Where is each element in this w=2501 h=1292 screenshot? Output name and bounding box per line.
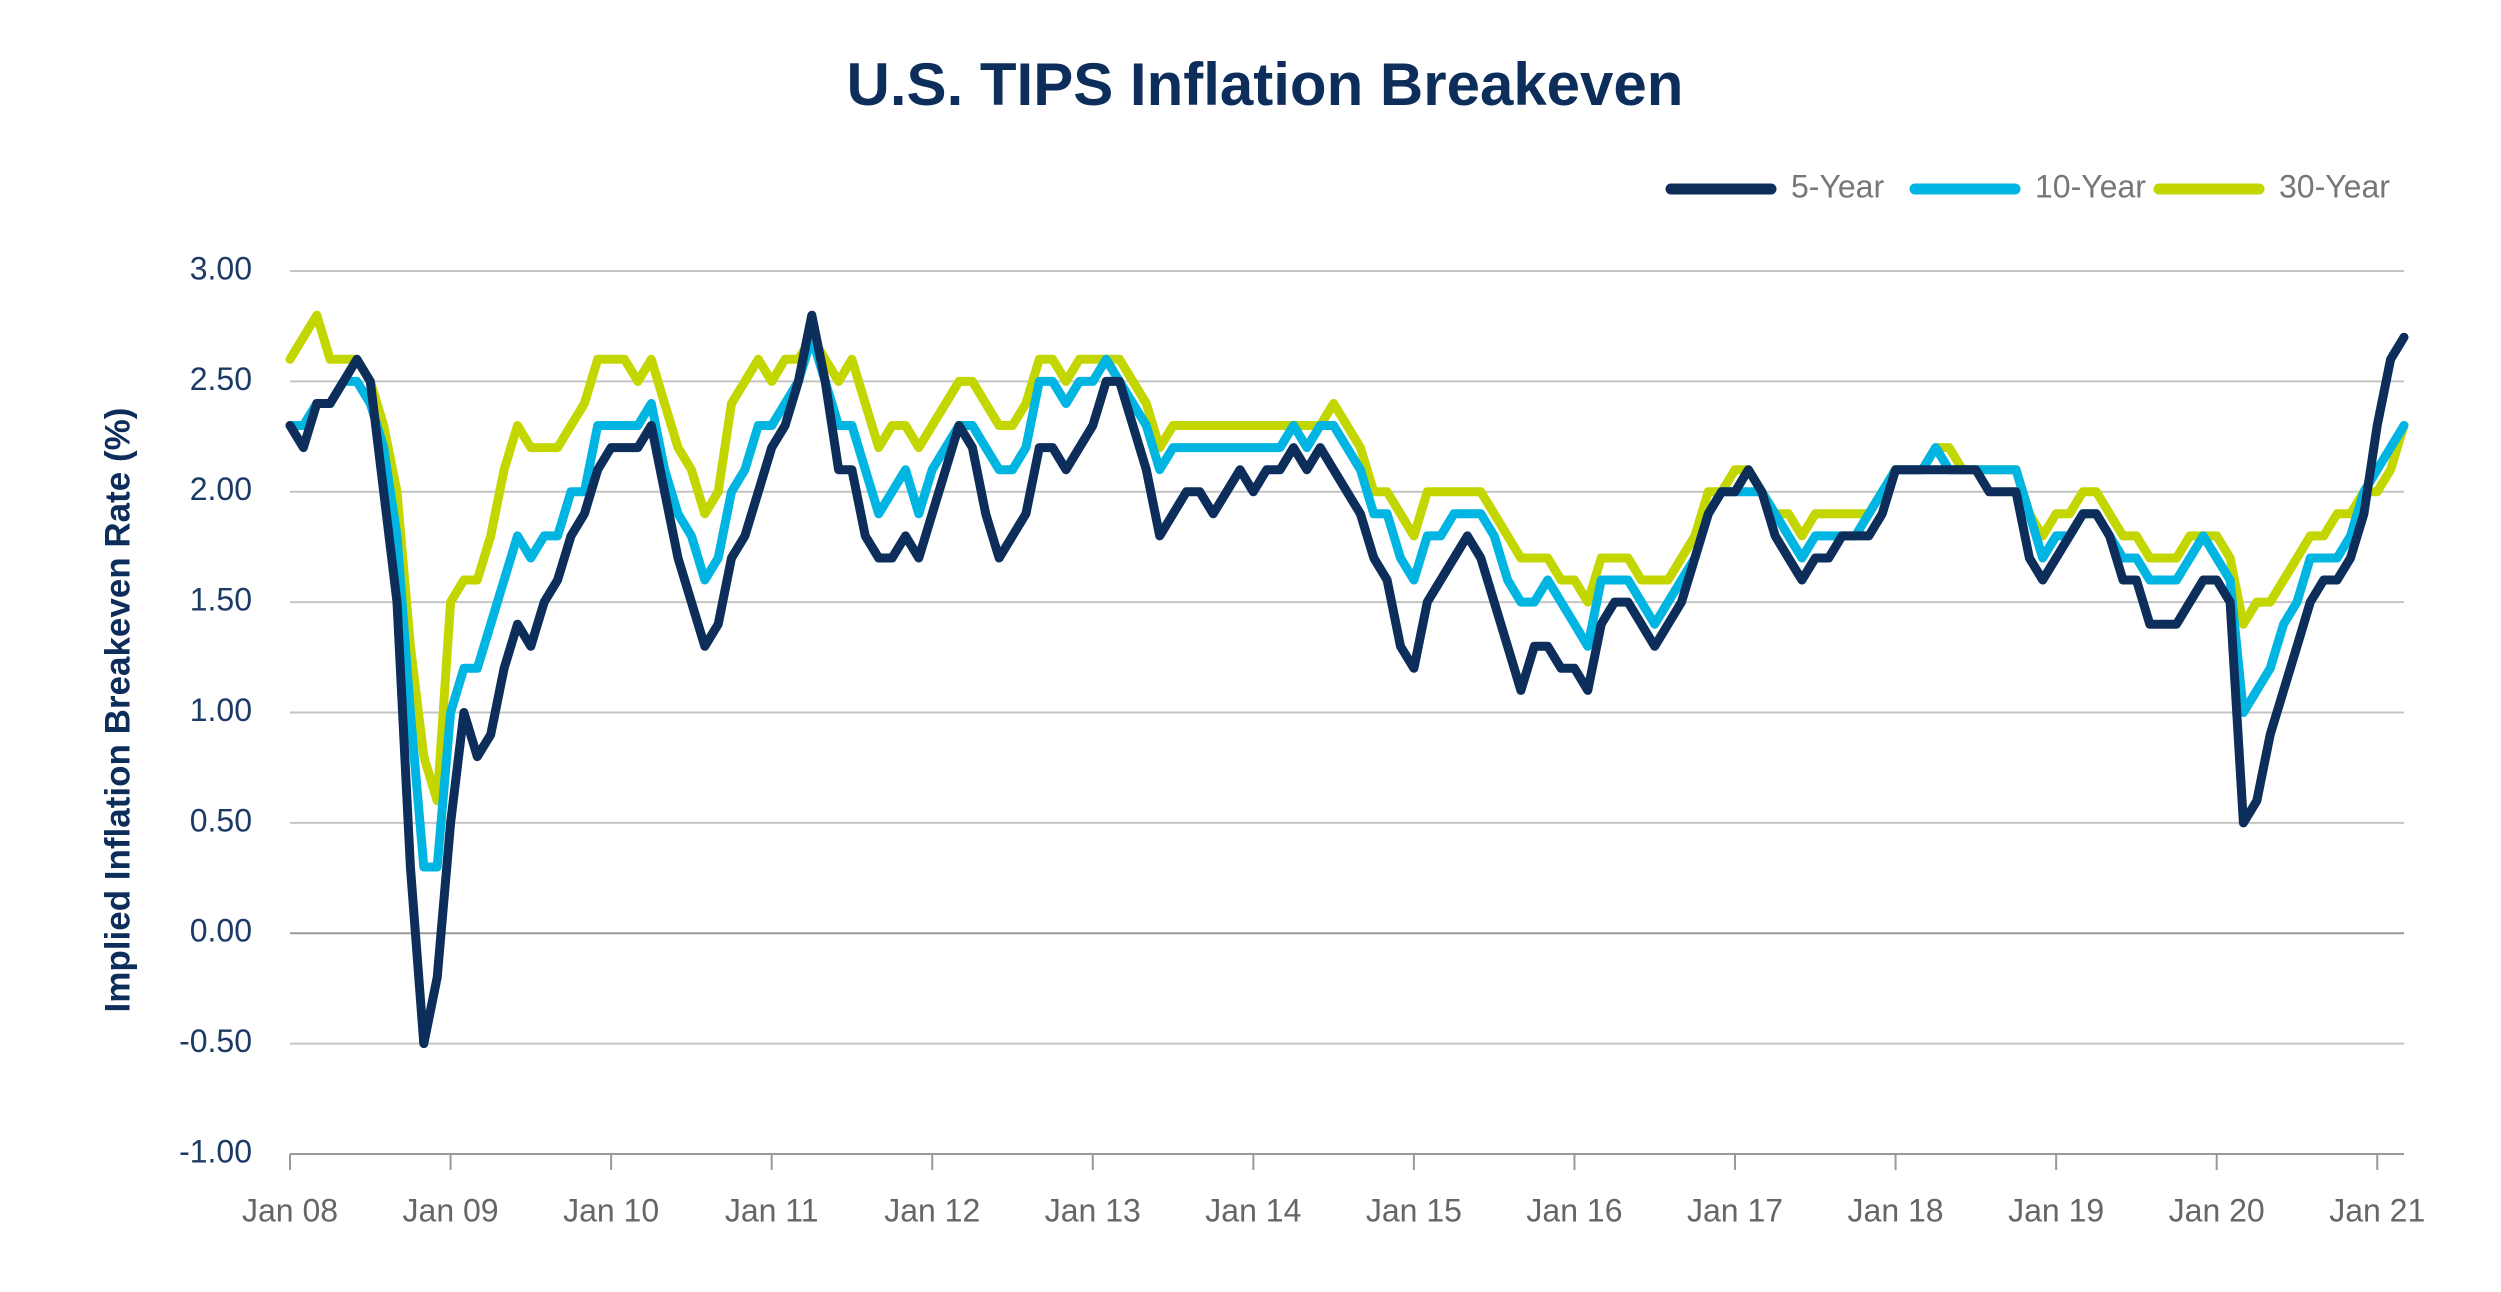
- y-tick-label: -1.00: [179, 1133, 252, 1169]
- x-tick-label: Jan 09: [403, 1192, 499, 1228]
- y-tick-label: 2.00: [190, 471, 252, 507]
- x-tick-label: Jan 19: [2008, 1192, 2104, 1228]
- legend-label: 30-Year: [2279, 168, 2390, 204]
- x-tick-label: Jan 11: [725, 1192, 819, 1228]
- y-tick-label: 1.00: [190, 692, 252, 728]
- x-tick-label: Jan 17: [1687, 1192, 1783, 1228]
- y-tick-label: -0.50: [179, 1023, 252, 1059]
- x-tick-label: Jan 10: [563, 1192, 659, 1228]
- x-tick-label: Jan 14: [1205, 1192, 1301, 1228]
- x-tick-label: Jan 13: [1045, 1192, 1141, 1228]
- x-tick-label: Jan 16: [1526, 1192, 1622, 1228]
- legend-label: 10-Year: [2035, 168, 2146, 204]
- x-tick-label: Jan 12: [884, 1192, 980, 1228]
- x-tick-label: Jan 08: [242, 1192, 338, 1228]
- y-tick-label: 2.50: [190, 361, 252, 397]
- series-line: [285, 310, 2409, 806]
- x-tick-label: Jan 20: [2169, 1192, 2265, 1228]
- series-line: [285, 332, 2409, 872]
- y-tick-label: 0.00: [190, 913, 252, 949]
- x-tick-label: Jan 21: [2329, 1192, 2425, 1228]
- x-tick-label: Jan 18: [1848, 1192, 1944, 1228]
- y-axis-label: Implied Inflation Breakeven Rate (%): [98, 408, 137, 1013]
- x-tick-label: Jan 15: [1366, 1192, 1462, 1228]
- y-tick-label: 1.50: [190, 582, 252, 618]
- chart-title: U.S. TIPS Inflation Breakeven: [847, 51, 1684, 118]
- legend-label: 5-Year: [1791, 168, 1884, 204]
- y-tick-label: 0.50: [190, 802, 252, 838]
- y-tick-label: 3.00: [190, 250, 252, 286]
- series-line: [285, 310, 2409, 1049]
